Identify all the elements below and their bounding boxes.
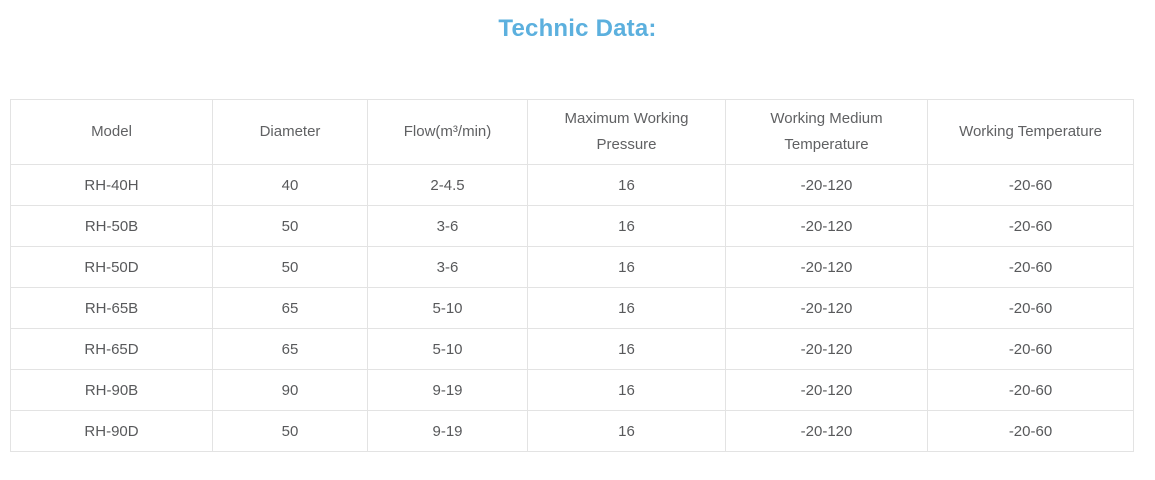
header-maximum-working-pressure: Maximum Working Pressure (527, 99, 726, 166)
cell-working-medium-temperature: -20-120 (725, 410, 928, 453)
cell-working-temperature: -20-60 (927, 246, 1134, 289)
cell-model: RH-50B (10, 205, 213, 248)
cell-working-medium-temperature: -20-120 (725, 369, 928, 412)
cell-model: RH-90D (10, 410, 213, 453)
cell-diameter: 65 (212, 287, 368, 330)
cell-flow: 9-19 (367, 410, 528, 453)
cell-model: RH-90B (10, 369, 213, 412)
header-working-temperature: Working Temperature (927, 99, 1134, 166)
cell-flow: 5-10 (367, 328, 528, 371)
cell-working-temperature: -20-60 (927, 205, 1134, 248)
cell-maximum-working-pressure: 16 (527, 328, 726, 371)
table-body: RH-40H 40 2-4.5 16 -20-120 -20-60 RH-50B… (10, 164, 1134, 453)
table-row: RH-90D 50 9-19 16 -20-120 -20-60 (10, 410, 1134, 453)
technic-data-table: Model Diameter Flow(m³/min) Maximum Work… (10, 99, 1134, 453)
cell-diameter: 50 (212, 246, 368, 289)
cell-working-temperature: -20-60 (927, 328, 1134, 371)
cell-maximum-working-pressure: 16 (527, 246, 726, 289)
cell-flow: 5-10 (367, 287, 528, 330)
header-model: Model (10, 99, 213, 166)
table-row: RH-65D 65 5-10 16 -20-120 -20-60 (10, 328, 1134, 371)
table-header-row: Model Diameter Flow(m³/min) Maximum Work… (10, 99, 1134, 166)
table-row: RH-40H 40 2-4.5 16 -20-120 -20-60 (10, 164, 1134, 207)
table-row: RH-50B 50 3-6 16 -20-120 -20-60 (10, 205, 1134, 248)
cell-working-temperature: -20-60 (927, 410, 1134, 453)
table-row: RH-90B 90 9-19 16 -20-120 -20-60 (10, 369, 1134, 412)
cell-flow: 3-6 (367, 205, 528, 248)
header-diameter: Diameter (212, 99, 368, 166)
cell-working-temperature: -20-60 (927, 369, 1134, 412)
cell-model: RH-65D (10, 328, 213, 371)
cell-diameter: 50 (212, 410, 368, 453)
cell-diameter: 40 (212, 164, 368, 207)
cell-model: RH-40H (10, 164, 213, 207)
cell-working-temperature: -20-60 (927, 287, 1134, 330)
cell-working-medium-temperature: -20-120 (725, 328, 928, 371)
cell-maximum-working-pressure: 16 (527, 410, 726, 453)
cell-diameter: 65 (212, 328, 368, 371)
cell-maximum-working-pressure: 16 (527, 205, 726, 248)
table-row: RH-65B 65 5-10 16 -20-120 -20-60 (10, 287, 1134, 330)
cell-working-temperature: -20-60 (927, 164, 1134, 207)
cell-maximum-working-pressure: 16 (527, 164, 726, 207)
page-title: Technic Data: (498, 15, 657, 42)
cell-working-medium-temperature: -20-120 (725, 287, 928, 330)
header-flow: Flow(m³/min) (367, 99, 528, 166)
cell-model: RH-65B (10, 287, 213, 330)
cell-flow: 2-4.5 (367, 164, 528, 207)
cell-diameter: 90 (212, 369, 368, 412)
cell-diameter: 50 (212, 205, 368, 248)
cell-working-medium-temperature: -20-120 (725, 205, 928, 248)
cell-working-medium-temperature: -20-120 (725, 246, 928, 289)
cell-maximum-working-pressure: 16 (527, 369, 726, 412)
cell-working-medium-temperature: -20-120 (725, 164, 928, 207)
table-row: RH-50D 50 3-6 16 -20-120 -20-60 (10, 246, 1134, 289)
cell-maximum-working-pressure: 16 (527, 287, 726, 330)
header-working-medium-temperature: Working Medium Temperature (725, 99, 928, 166)
cell-flow: 9-19 (367, 369, 528, 412)
cell-flow: 3-6 (367, 246, 528, 289)
cell-model: RH-50D (10, 246, 213, 289)
